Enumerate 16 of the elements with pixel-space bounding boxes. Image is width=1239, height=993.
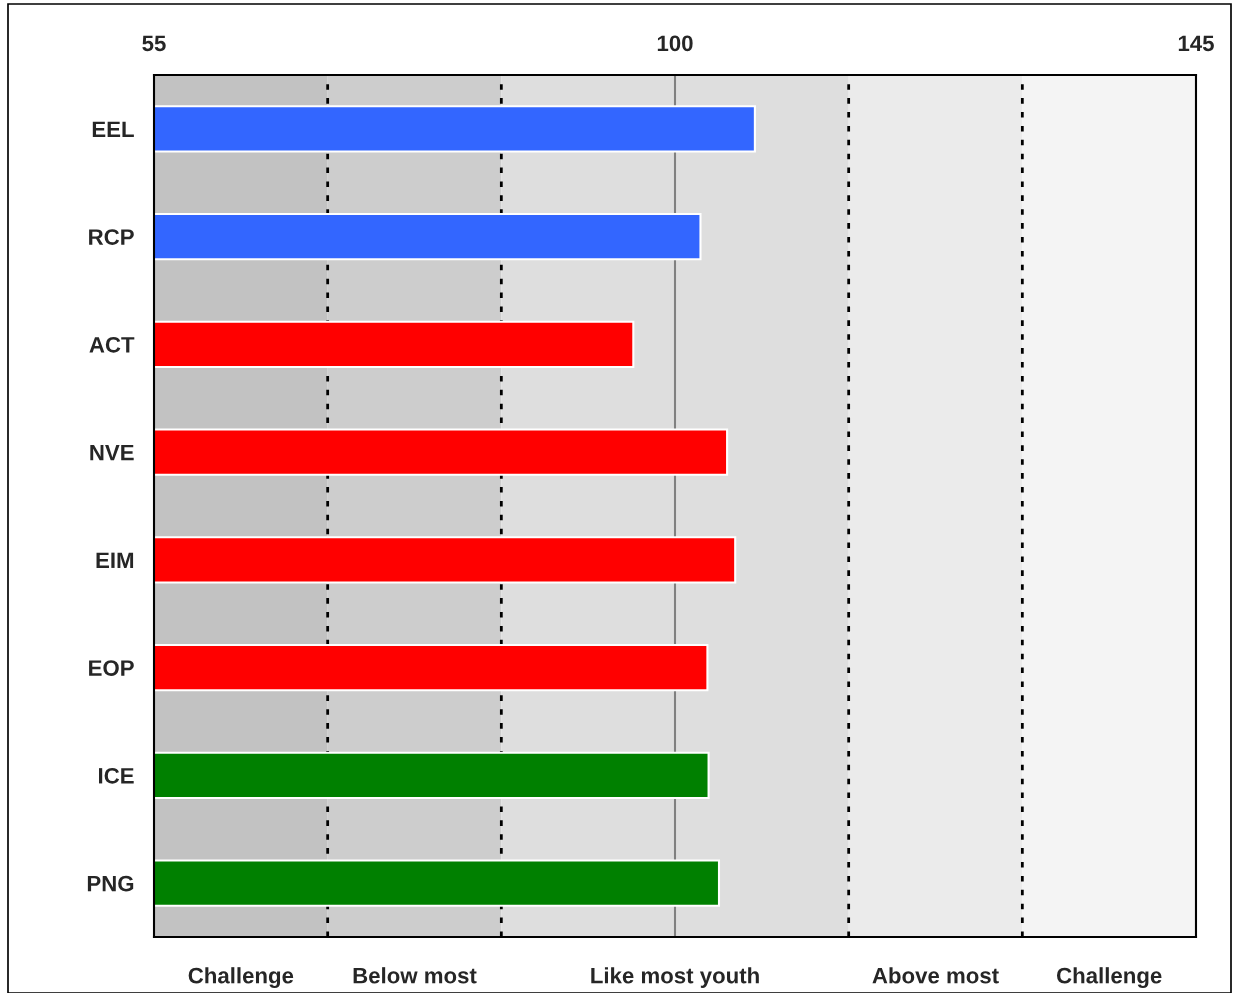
y-tick-label: EIM — [96, 552, 134, 568]
y-tick-label: EOP — [89, 660, 134, 676]
y-tick-label: EEL — [92, 121, 134, 137]
y-tick-label: RCP — [89, 229, 134, 245]
y-tick-label: PNG — [87, 875, 134, 892]
y-tick-label: ICE — [99, 767, 134, 784]
band-label: Challenge — [188, 967, 294, 988]
band-label: Above most — [872, 967, 999, 984]
band-label: Like most youth — [591, 967, 759, 988]
band-label: Challenge — [1056, 967, 1162, 988]
x-tick-label: 100 — [657, 35, 693, 52]
y-tick-label: ACT — [89, 336, 135, 353]
band-label: Below most — [353, 967, 477, 984]
y-tick-label: NVE — [90, 444, 134, 461]
x-tick-label: 55 — [142, 35, 166, 52]
x-tick-label: 145 — [1178, 35, 1214, 52]
